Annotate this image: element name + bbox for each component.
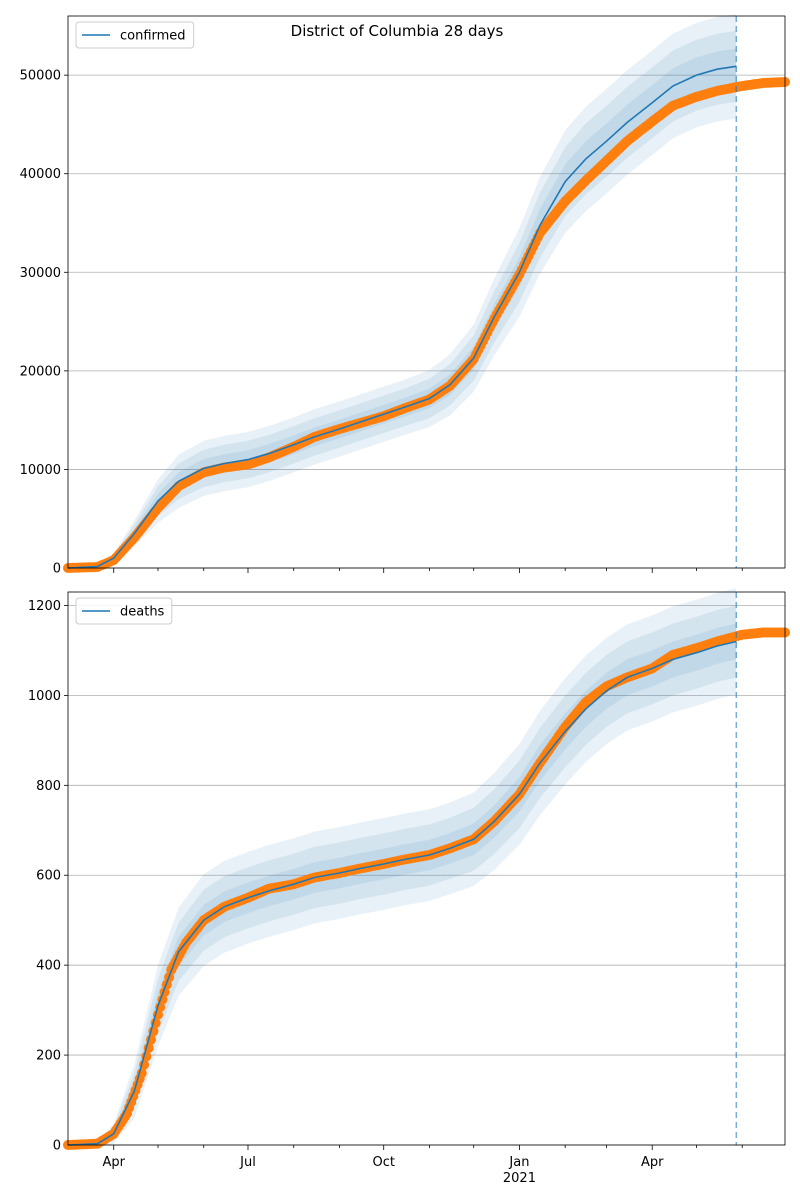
y-tick-label: 800 <box>36 779 61 794</box>
x-tick-label: Apr <box>102 1155 125 1170</box>
model-line <box>67 640 737 1146</box>
uncertainty-band <box>68 14 737 568</box>
y-tick-label: 1200 <box>28 599 61 614</box>
x-year-label: 2021 <box>503 1171 536 1186</box>
y-tick-label: 50000 <box>20 69 61 84</box>
x-tick-label: Jul <box>239 1155 256 1170</box>
deaths-panel: 0 200 400 600 800 1000 1200 deaths <box>28 588 790 1154</box>
y-tick-label: 20000 <box>20 364 61 379</box>
y-tick-label: 0 <box>53 1139 61 1154</box>
legend-label: deaths <box>120 605 165 620</box>
legend-box <box>75 21 195 49</box>
y-tick-label: 40000 <box>20 167 61 182</box>
y-tick-label: 10000 <box>20 463 61 478</box>
y-tick-label: 0 <box>53 562 61 577</box>
legend: confirmed <box>75 21 195 49</box>
y-tick-label: 30000 <box>20 266 61 281</box>
legend-box <box>75 597 173 625</box>
y-tick-label: 600 <box>36 869 61 884</box>
model-line <box>67 65 737 569</box>
uncertainty-band <box>68 30 737 569</box>
confirmed-panel: 0 10000 20000 30000 40000 50000 confirmed <box>20 14 790 577</box>
figure-title: District of Columbia 28 days <box>291 22 504 40</box>
y-tick-label: 1000 <box>28 689 61 704</box>
axes-frame <box>67 591 786 1146</box>
uncertainty-band <box>68 48 737 568</box>
y-tick-label: 200 <box>36 1049 61 1064</box>
x-axis: Apr Jul Oct Jan Apr 2021 <box>102 1155 664 1186</box>
legend: deaths <box>75 597 173 625</box>
x-tick-label: Oct <box>372 1155 394 1170</box>
axes-frame <box>67 15 786 569</box>
x-tick-label: Apr <box>641 1155 664 1170</box>
y-tick-label: 400 <box>36 959 61 974</box>
legend-label: confirmed <box>120 29 186 44</box>
x-tick-label: Jan <box>508 1155 529 1170</box>
uncertainty-band <box>68 605 737 1146</box>
